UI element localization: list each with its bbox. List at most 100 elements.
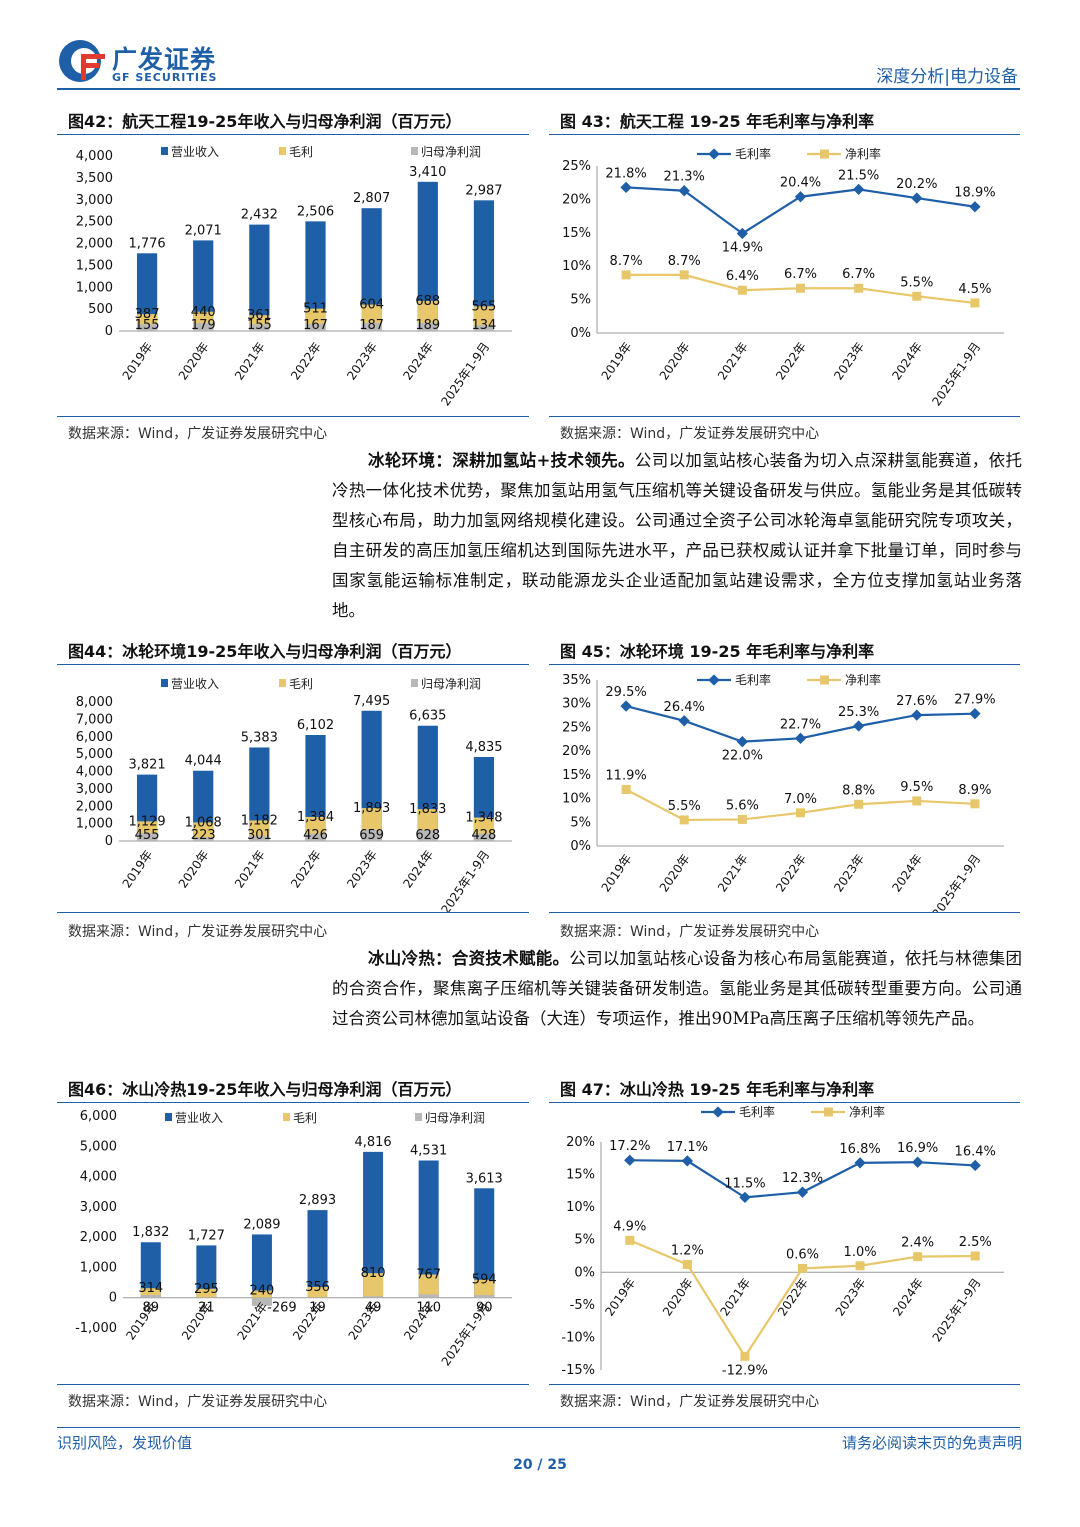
revenue-label: 2,071 — [185, 223, 222, 238]
header-rule — [57, 88, 1020, 90]
fig46-bottom-rule — [57, 1384, 529, 1385]
gross-profit-label: 387 — [135, 307, 160, 322]
gross-margin-label: 21.8% — [605, 166, 646, 181]
y-tick-label: 20% — [566, 1135, 595, 1150]
net-margin-point — [737, 814, 747, 824]
net-profit-bar — [361, 322, 382, 331]
gross-profit-label: 1,384 — [297, 810, 334, 825]
net-profit-label: 189 — [415, 318, 440, 333]
net-profit-bar — [196, 1297, 217, 1298]
y-tick-label: 15% — [566, 1168, 595, 1183]
net-profit-bar — [305, 323, 326, 331]
gross-profit-label: 314 — [138, 1281, 163, 1296]
legend-swatch — [279, 679, 286, 687]
revenue-label: 2,807 — [353, 191, 390, 206]
fig43-title: 图 43：航天工程 19-25 年毛利率与净利率 — [560, 112, 875, 131]
net-profit-bar — [417, 322, 438, 331]
y-tick-label: 20% — [562, 192, 591, 207]
net-margin-point — [796, 808, 805, 818]
y-tick-label: 2,000 — [76, 237, 113, 252]
gross-margin-label: 21.3% — [664, 170, 705, 185]
y-tick-label: 3,000 — [76, 782, 113, 797]
legend-swatch — [415, 1113, 422, 1121]
fig44-source: 数据来源：Wind，广发证券发展研究中心 — [68, 924, 328, 940]
y-tick-label: 5% — [570, 293, 591, 308]
y-tick-label: 10% — [562, 259, 591, 274]
x-tick-label: 2019年 — [602, 1276, 638, 1319]
gross-profit-label: 361 — [247, 308, 272, 323]
net-profit-label: 187 — [359, 318, 384, 333]
legend-swatch — [165, 1113, 172, 1121]
x-tick-label: 2020年 — [176, 848, 212, 891]
net-profit-bar — [418, 1294, 439, 1298]
legend-swatch — [279, 147, 286, 155]
revenue-label: 7,495 — [353, 694, 390, 709]
gross-margin-label: 16.9% — [897, 1141, 938, 1156]
net-margin-label: 6.4% — [726, 269, 759, 284]
net-profit-bar — [417, 830, 438, 841]
gross-margin-label: 16.8% — [839, 1142, 880, 1157]
net-profit-bar — [249, 324, 270, 331]
gross-margin-point — [794, 732, 807, 744]
net-margin-label: 6.7% — [842, 267, 875, 282]
legend-marker — [820, 675, 829, 685]
fig44-chart: 0 1,000 2,000 3,000 4,000 5,000 6,000 7,000 8,00… — [76, 677, 512, 912]
y-tick-label: -5% — [570, 1298, 595, 1313]
net-profit-label: 89 — [143, 1301, 160, 1316]
fig45-bottom-rule — [549, 912, 1020, 913]
net-margin-point — [621, 785, 631, 795]
gross-margin-label: 20.2% — [896, 177, 937, 192]
revenue-label: 6,102 — [297, 718, 334, 733]
net-margin-label: 4.9% — [613, 1219, 646, 1234]
revenue-label: 4,044 — [185, 754, 222, 769]
net-profit-label: 223 — [191, 828, 216, 843]
x-tick-label: 2024年 — [889, 852, 925, 895]
x-tick-label: 2021年 — [235, 1300, 271, 1343]
gross-margin-label: 26.4% — [664, 700, 705, 715]
gross-profit-bar — [363, 1273, 384, 1298]
revenue-bar — [193, 240, 214, 331]
gross-margin-label: 17.1% — [667, 1140, 708, 1155]
y-tick-label: -10% — [561, 1330, 595, 1345]
gross-profit-bar — [418, 1274, 439, 1298]
net-margin-point — [621, 270, 631, 280]
net-profit-bar — [361, 829, 382, 841]
fig42-top-rule — [57, 134, 529, 135]
fig43-chart: 0% 5% 10% 15% 20% 25% 21.8% 21.3% 14.9% 20.4% 21.5… — [562, 146, 1004, 408]
gross-margin-label: 14.9% — [722, 240, 763, 255]
gross-profit-label: 1,182 — [241, 813, 278, 828]
revenue-bar — [418, 1160, 439, 1298]
y-tick-label: 3,000 — [80, 1200, 117, 1215]
x-tick-label: 2023年 — [831, 852, 867, 895]
x-tick-label: 2019年 — [599, 340, 635, 383]
fig42-title: 图42：航天工程19-25年收入与归母净利润（百万元） — [68, 112, 462, 131]
gross-margin-label: 27.6% — [896, 694, 937, 709]
net-margin-label: 0.6% — [786, 1247, 819, 1262]
net-profit-bar — [305, 833, 326, 841]
net-margin-point — [970, 1251, 980, 1261]
net-profit-bar — [136, 833, 158, 841]
paragraph-binglun-body: 公司以加氢站核心装备为切入点深耕氢能赛道，依托冷热一体化技术优势，聚焦加氢站用氢… — [332, 451, 1023, 620]
section-label: 深度分析|电力设备 — [876, 67, 1018, 87]
net-profit-label: 49 — [365, 1301, 382, 1316]
gross-margin-point — [736, 227, 749, 240]
x-tick-label: 2025年1-9月 — [438, 848, 492, 912]
net-profit-bar — [140, 1295, 161, 1298]
revenue-bar — [305, 734, 326, 841]
fig44-top-rule — [57, 664, 529, 665]
y-tick-label: 3,500 — [76, 171, 113, 186]
y-tick-label: 0 — [105, 324, 113, 339]
y-tick-label: 1,500 — [76, 258, 113, 273]
gross-margin-label: 22.0% — [722, 749, 763, 764]
net-profit-label: 426 — [303, 828, 328, 843]
net-margin-label: 5.5% — [668, 799, 701, 814]
fig43-top-rule — [549, 134, 1020, 135]
gross-margin-label: 18.9% — [954, 186, 995, 201]
gross-profit-bar — [474, 1279, 495, 1298]
net-profit-bar — [473, 325, 495, 331]
y-tick-label: 2,000 — [76, 799, 113, 814]
legend-swatch — [283, 1113, 290, 1121]
legend-label: 毛利 — [293, 1111, 317, 1125]
revenue-label: 2,987 — [465, 183, 502, 198]
revenue-bar — [473, 200, 495, 331]
